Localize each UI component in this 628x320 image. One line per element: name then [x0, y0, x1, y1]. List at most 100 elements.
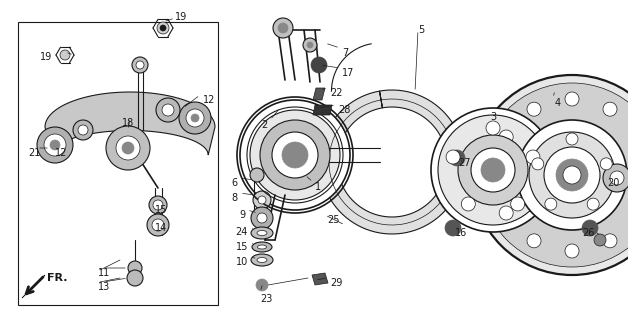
Circle shape	[438, 115, 548, 225]
Text: 25: 25	[327, 215, 340, 225]
Circle shape	[282, 142, 308, 168]
Polygon shape	[45, 92, 215, 155]
Circle shape	[260, 120, 330, 190]
Circle shape	[157, 22, 169, 34]
Ellipse shape	[257, 245, 266, 249]
Polygon shape	[313, 88, 325, 100]
Text: 2: 2	[262, 120, 268, 130]
Text: 3: 3	[490, 112, 496, 122]
Text: 24: 24	[236, 227, 248, 237]
Circle shape	[545, 198, 557, 210]
Ellipse shape	[251, 227, 273, 239]
Circle shape	[527, 102, 541, 116]
Circle shape	[610, 171, 624, 185]
Circle shape	[273, 18, 293, 38]
Text: 1: 1	[315, 182, 321, 192]
Circle shape	[527, 234, 541, 248]
Text: 16: 16	[455, 228, 467, 238]
Circle shape	[311, 57, 327, 73]
Circle shape	[240, 100, 350, 210]
Circle shape	[472, 75, 628, 275]
Circle shape	[499, 130, 513, 144]
Circle shape	[186, 109, 204, 127]
Circle shape	[272, 132, 318, 178]
Text: 8: 8	[232, 193, 238, 203]
Text: 12: 12	[203, 95, 215, 105]
Polygon shape	[22, 275, 45, 298]
Circle shape	[600, 158, 612, 170]
Text: 27: 27	[458, 158, 470, 168]
Circle shape	[149, 196, 167, 214]
Circle shape	[489, 168, 503, 182]
Text: 23: 23	[260, 294, 273, 304]
Ellipse shape	[257, 258, 267, 262]
Text: 20: 20	[607, 178, 619, 188]
Circle shape	[511, 197, 524, 211]
Circle shape	[565, 92, 579, 106]
Circle shape	[565, 244, 579, 258]
Circle shape	[136, 61, 144, 69]
Text: 13: 13	[98, 282, 111, 292]
Circle shape	[480, 83, 628, 267]
Text: 9: 9	[239, 210, 245, 220]
Circle shape	[122, 142, 134, 154]
Text: 6: 6	[232, 178, 238, 188]
Circle shape	[156, 98, 180, 122]
Text: 12: 12	[55, 148, 67, 158]
Circle shape	[445, 220, 461, 236]
Polygon shape	[320, 90, 464, 234]
Circle shape	[50, 140, 60, 150]
Circle shape	[250, 168, 264, 182]
Circle shape	[603, 234, 617, 248]
Circle shape	[73, 120, 93, 140]
Circle shape	[603, 164, 628, 192]
Circle shape	[526, 150, 540, 164]
Circle shape	[116, 136, 140, 160]
Circle shape	[603, 102, 617, 116]
Circle shape	[257, 213, 267, 223]
Text: FR.: FR.	[47, 273, 67, 283]
Circle shape	[153, 200, 163, 210]
Text: 15: 15	[236, 242, 248, 252]
Circle shape	[303, 38, 317, 52]
Bar	[18, 22, 218, 305]
Text: 10: 10	[236, 257, 248, 267]
Text: 28: 28	[338, 105, 350, 115]
Circle shape	[256, 279, 268, 291]
Text: 4: 4	[555, 98, 561, 108]
Text: 18: 18	[122, 118, 134, 128]
Text: 19: 19	[40, 52, 52, 62]
Text: 14: 14	[155, 223, 167, 233]
Polygon shape	[312, 273, 328, 285]
Circle shape	[162, 104, 174, 116]
Circle shape	[106, 126, 150, 170]
Text: 15: 15	[155, 205, 168, 215]
Text: 11: 11	[98, 268, 111, 278]
Circle shape	[582, 220, 598, 236]
Circle shape	[499, 206, 513, 220]
Ellipse shape	[252, 242, 272, 252]
Circle shape	[127, 270, 143, 286]
Circle shape	[251, 207, 273, 229]
Circle shape	[449, 150, 465, 166]
Circle shape	[544, 147, 600, 203]
Text: 22: 22	[330, 88, 342, 98]
Text: 21: 21	[28, 148, 40, 158]
Circle shape	[462, 197, 475, 211]
Circle shape	[128, 261, 142, 275]
Text: 29: 29	[330, 278, 342, 288]
Circle shape	[517, 120, 627, 230]
Circle shape	[458, 135, 528, 205]
Circle shape	[78, 125, 88, 135]
Circle shape	[471, 148, 515, 192]
Circle shape	[431, 108, 555, 232]
Text: 26: 26	[582, 228, 594, 238]
Circle shape	[191, 114, 199, 122]
Circle shape	[594, 234, 606, 246]
Circle shape	[37, 127, 73, 163]
Circle shape	[481, 158, 505, 182]
Circle shape	[278, 23, 288, 33]
Text: 17: 17	[342, 68, 354, 78]
Circle shape	[446, 150, 460, 164]
Circle shape	[179, 102, 211, 134]
